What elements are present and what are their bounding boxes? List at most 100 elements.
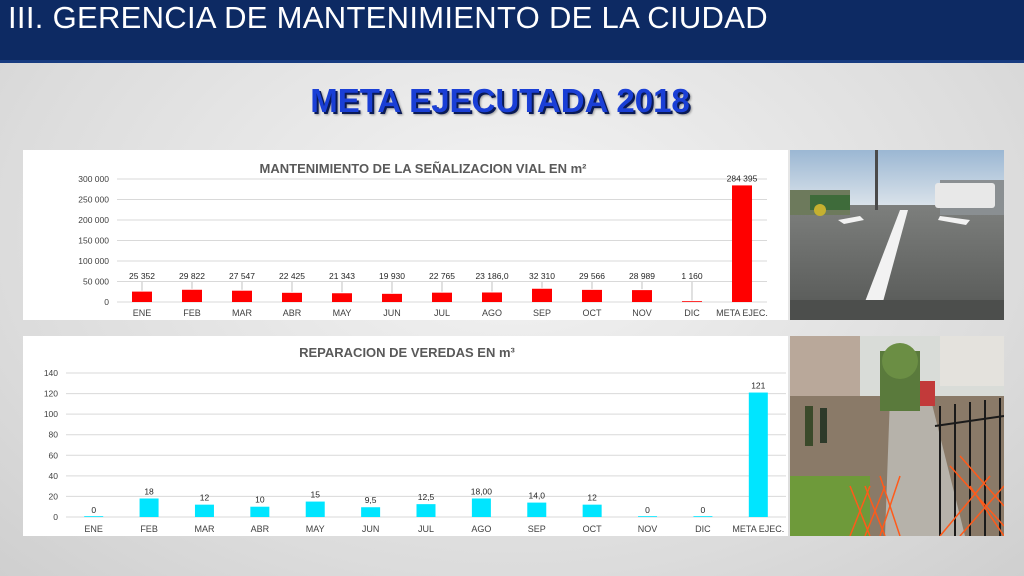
data-label: 23 186,0 <box>475 271 508 281</box>
bar-mar <box>232 290 252 302</box>
y-tick-label: 150 000 <box>78 236 109 246</box>
data-label: 29 822 <box>179 271 205 281</box>
bar-ene <box>84 516 104 517</box>
bar-dic <box>693 516 713 517</box>
bar-abr <box>282 292 302 302</box>
y-tick-label: 200 000 <box>78 215 109 225</box>
x-tick-label: NOV <box>638 524 658 534</box>
y-tick-label: 0 <box>53 512 58 522</box>
x-tick-label: META EJEC. <box>716 308 768 318</box>
data-label: 9,5 <box>365 495 377 505</box>
slide-title: META EJECUTADA 2018 <box>310 82 690 119</box>
bar-oct <box>582 289 602 302</box>
data-label: 19 930 <box>379 271 405 281</box>
chart-veredas-panel: REPARACION DE VEREDAS EN m³ 0 20 40 60 80 100… <box>23 336 788 536</box>
bar-jun <box>361 507 381 517</box>
data-label: 22 765 <box>429 271 455 281</box>
data-label: 12 <box>587 493 597 503</box>
data-label: 25 352 <box>129 271 155 281</box>
data-label: 27 547 <box>229 271 255 281</box>
y-tick-label: 100 000 <box>78 256 109 266</box>
x-tick-label: OCT <box>583 308 603 318</box>
x-tick-label: SEP <box>533 308 551 318</box>
y-tick-label: 120 <box>44 389 58 399</box>
bar-nov <box>638 516 658 517</box>
bar-jul <box>416 504 436 517</box>
y-tick-label: 80 <box>49 430 59 440</box>
y-tick-label: 300 000 <box>78 174 109 184</box>
y-tick-label: 20 <box>49 491 59 501</box>
header-bar: III. GERENCIA DE MANTENIMIENTO DE LA CIU… <box>0 0 1024 63</box>
bar-metaejec <box>732 185 752 302</box>
x-tick-label: ABR <box>283 308 302 318</box>
chart-title: REPARACION DE VEREDAS EN m³ <box>299 345 515 360</box>
x-tick-label: JUN <box>362 524 380 534</box>
x-tick-label: OCT <box>583 524 603 534</box>
data-label: 284 395 <box>727 173 758 183</box>
data-label: 0 <box>645 505 650 515</box>
data-label: 15 <box>310 490 320 500</box>
data-label: 21 343 <box>329 271 355 281</box>
x-tick-label: ENE <box>84 524 103 534</box>
x-tick-label: AGO <box>471 524 491 534</box>
bar-ago <box>482 292 502 302</box>
data-label: 14,0 <box>528 491 545 501</box>
x-tick-label: SEP <box>528 524 546 534</box>
x-tick-label: DIC <box>684 308 700 318</box>
bar-feb <box>182 289 202 302</box>
x-tick-label: JUN <box>383 308 401 318</box>
y-tick-label: 250 000 <box>78 195 109 205</box>
x-tick-label: FEB <box>140 524 158 534</box>
data-label: 28 989 <box>629 271 655 281</box>
x-tick-label: NOV <box>632 308 652 318</box>
x-tick-label: JUL <box>418 524 434 534</box>
bar-sep <box>532 288 552 302</box>
bar-mar <box>194 504 214 517</box>
x-tick-label: JUL <box>434 308 450 318</box>
data-label: 22 425 <box>279 271 305 281</box>
chart-senalizacion-panel: MANTENIMIENTO DE LA SEÑALIZACION VIAL EN… <box>23 150 788 320</box>
bar-jun <box>382 293 402 302</box>
bar-feb <box>139 498 159 517</box>
bar-jul <box>432 292 452 302</box>
data-label: 18,00 <box>471 486 493 496</box>
y-tick-label: 60 <box>49 450 59 460</box>
y-tick-label: 40 <box>49 471 59 481</box>
x-tick-label: MAY <box>333 308 352 318</box>
data-label: 32 310 <box>529 271 555 281</box>
data-label: 12,5 <box>418 492 435 502</box>
data-label: 0 <box>91 505 96 515</box>
data-label: 121 <box>751 381 765 391</box>
x-tick-label: MAR <box>194 524 215 534</box>
y-tick-label: 50 000 <box>83 277 109 287</box>
x-tick-label: ENE <box>133 308 152 318</box>
bar-sep <box>527 502 547 517</box>
y-tick-label: 140 <box>44 368 58 378</box>
chart-title: MANTENIMIENTO DE LA SEÑALIZACION VIAL EN… <box>260 161 588 176</box>
data-label: 12 <box>200 493 210 503</box>
bar-dic <box>682 301 702 302</box>
bar-may <box>305 501 325 517</box>
data-label: 18 <box>144 486 154 496</box>
bar-metaejec <box>748 392 768 517</box>
bar-ago <box>471 498 491 517</box>
x-tick-label: DIC <box>695 524 711 534</box>
chart-senalizacion: MANTENIMIENTO DE LA SEÑALIZACION VIAL EN… <box>78 161 768 318</box>
bar-nov <box>632 290 652 302</box>
x-tick-label: MAY <box>306 524 325 534</box>
x-tick-label: FEB <box>183 308 201 318</box>
sidewalk-repair-photo <box>790 336 1004 536</box>
chart-veredas: REPARACION DE VEREDAS EN m³ 020406080100… <box>44 345 786 534</box>
y-tick-label: 0 <box>104 297 109 307</box>
data-label: 29 566 <box>579 271 605 281</box>
bar-abr <box>250 506 270 517</box>
bar-may <box>332 293 352 302</box>
data-label: 10 <box>255 495 265 505</box>
data-label: 1 160 <box>681 271 703 281</box>
y-tick-label: 100 <box>44 409 58 419</box>
x-tick-label: META EJEC. <box>732 524 784 534</box>
road-marking-photo <box>790 150 1004 320</box>
x-tick-label: ABR <box>251 524 270 534</box>
bar-ene <box>132 291 152 302</box>
x-tick-label: AGO <box>482 308 502 318</box>
